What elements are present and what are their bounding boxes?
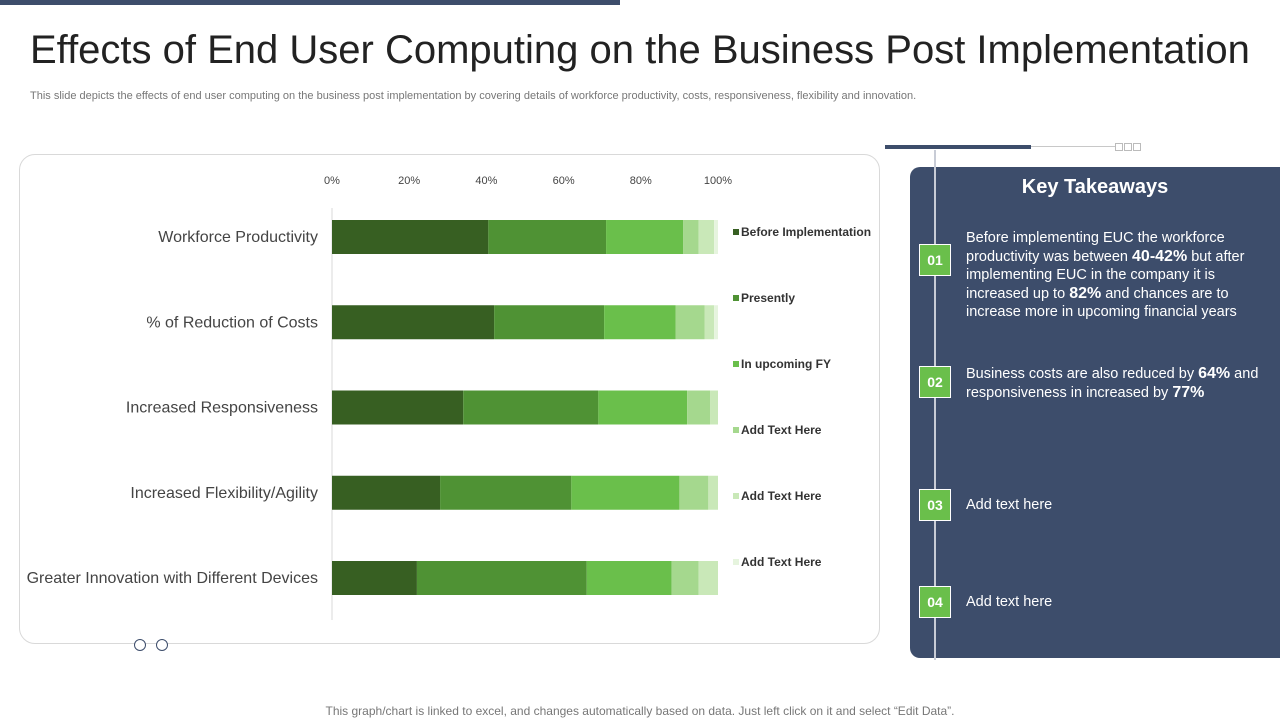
legend-label: Add Text Here [741,423,822,437]
x-tick-label: 60% [553,175,575,187]
legend-swatch [733,295,739,301]
bar-segment [332,475,441,510]
legend-swatch [733,229,739,235]
bar-segment [332,220,489,254]
bar-segment [679,475,709,510]
legend-label: Add Text Here [741,555,822,569]
bar-segment [710,390,718,425]
bar-segment [332,390,464,425]
x-tick-label: 40% [475,175,497,187]
bar-segment [463,390,599,425]
x-tick-label: 20% [398,175,420,187]
takeaway-highlight: 64% [1198,365,1231,382]
legend-swatch [733,427,739,433]
takeaway-number: 03 [919,489,951,521]
takeaway-fragment: Add text here [966,497,1053,513]
page-title: Effects of End User Computing on the Bus… [30,28,1250,72]
bar-segment [708,475,718,510]
bar-segment [671,561,699,595]
legend-label: Add Text Here [741,489,822,503]
bar-segment [440,475,572,510]
legend-swatch [733,361,739,367]
bar-segment [494,305,605,340]
bar-segment [332,561,417,595]
decor-line [885,145,1031,149]
square-icon [1133,143,1141,151]
chart-frame [19,154,880,644]
legend-label: Presently [741,291,795,305]
top-accent-bar [0,0,620,5]
bar-segment [606,220,684,254]
bar-segment [683,220,699,254]
takeaway-fragment: Business costs are also reduced by [966,366,1199,382]
takeaway-fragment: and chances are to increase more in upco… [966,285,1237,321]
legend-swatch [733,493,739,499]
timeline-line [934,150,936,660]
bar-segment [571,475,680,510]
takeaway-text: Before implementing EUC the workforce pr… [966,229,1266,322]
x-tick-label: 100% [704,175,732,187]
takeaway-number: 01 [919,244,951,276]
footer-note: This graph/chart is linked to excel, and… [325,704,955,718]
bar-segment [714,305,718,340]
takeaway-fragment: but after implementing EUC in the compan… [966,248,1245,302]
category-label: Greater Innovation with Different Device… [27,570,318,587]
takeaway-number: 02 [919,366,951,398]
legend-label: Before Implementation [741,225,871,239]
key-takeaways-title: Key Takeaways [1021,176,1169,198]
bar-segment [714,220,718,254]
key-takeaways-panel [910,167,1280,658]
takeaway-fragment: Add text here [966,594,1053,610]
category-label: % of Reduction of Costs [146,314,318,331]
bar-segment [704,305,715,340]
x-tick-label: 80% [630,175,652,187]
takeaway-text: Business costs are also reduced by 64% a… [966,365,1266,402]
takeaway-highlight: 77% [1172,383,1205,401]
bar-segment [332,305,495,340]
bar-segment [586,561,672,595]
stacked-bar-chart: 0% 20% 40% 60% 80% 100% Workforce Productivity… [27,175,871,620]
category-label: Increased Flexibility/Agility [130,485,318,502]
takeaway-highlight: 40-42% [1132,247,1188,265]
takeaway-fragment: and responsiveness in increased by [966,366,1259,401]
square-icon [1115,143,1123,151]
dot-icon [156,639,168,651]
bar-segment [698,220,715,254]
takeaway-number: 04 [919,586,951,618]
bar-segment [687,390,711,425]
decor-line-thin [1031,146,1115,147]
bar-segment [416,561,587,595]
takeaway-text: Add text here [966,593,1266,612]
x-tick-label: 0% [324,175,340,187]
square-icon [1124,143,1132,151]
bar-segment [698,561,718,595]
takeaway-fragment: Before implementing EUC the workforce pr… [966,230,1225,265]
takeaway-highlight: 82% [1069,284,1102,302]
category-label: Increased Responsiveness [126,400,318,417]
takeaway-text: Add text here [966,496,1266,515]
bar-segment [598,390,688,425]
legend-swatch [733,559,739,565]
bar-segment [675,305,705,340]
bar-segment [604,305,676,340]
legend-label: In upcoming FY [741,357,831,371]
page-subtitle: This slide depicts the effects of end us… [30,90,917,102]
dot-icon [134,639,146,651]
category-label: Workforce Productivity [158,229,318,246]
bar-segment [488,220,607,254]
